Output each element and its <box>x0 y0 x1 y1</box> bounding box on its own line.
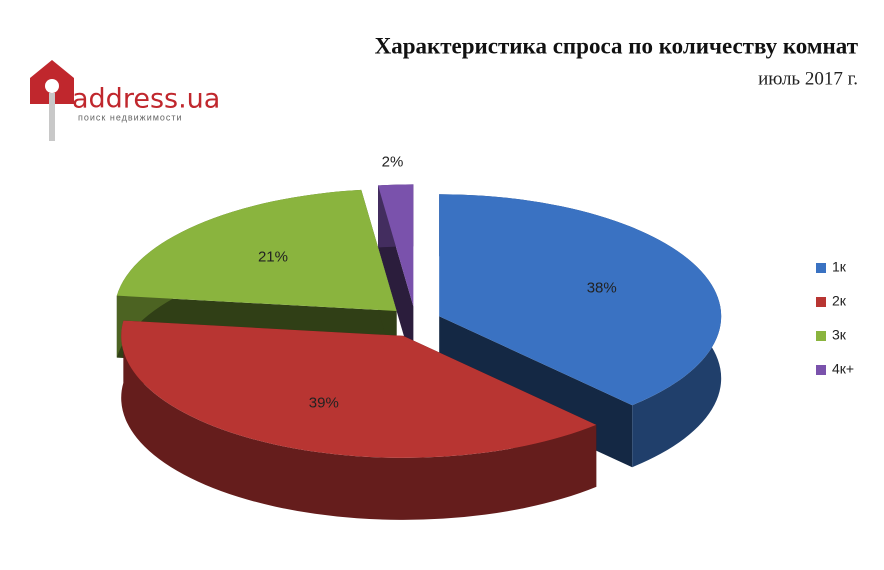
pie: 38% 39% 21% 2% <box>116 154 722 520</box>
chart-title: Характеристика спроса по количеству комн… <box>375 33 859 58</box>
legend-swatch <box>816 297 826 307</box>
logo-key-shaft <box>49 93 55 141</box>
data-label: 39% <box>309 394 339 411</box>
legend-label: 4к+ <box>832 361 854 377</box>
data-label: 38% <box>587 279 617 296</box>
legend-label: 1к <box>832 259 847 275</box>
data-label: 2% <box>382 154 404 171</box>
logo-tagline: поиск недвижимости <box>78 112 183 122</box>
legend-swatch <box>816 331 826 341</box>
slice <box>378 184 414 307</box>
legend: 1к 2к 3к 4к+ <box>816 259 854 377</box>
logo-name: address.ua <box>72 84 220 115</box>
logo-key <box>45 79 59 93</box>
slice-wall <box>121 320 597 520</box>
chart-subtitle: июль 2017 г. <box>758 68 858 89</box>
data-label: 21% <box>258 248 288 265</box>
legend-swatch <box>816 263 826 273</box>
slice <box>121 320 597 458</box>
legend-label: 3к <box>832 327 847 343</box>
legend-label: 2к <box>832 293 847 309</box>
slice <box>439 194 722 406</box>
legend-swatch <box>816 365 826 375</box>
logo: address.ua поиск недвижимости <box>30 60 220 141</box>
slice <box>116 189 397 311</box>
